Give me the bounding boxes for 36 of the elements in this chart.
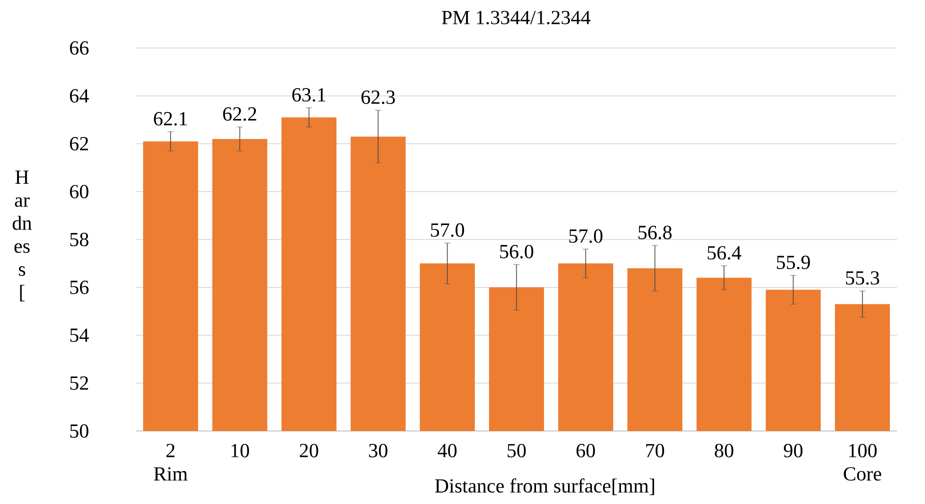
data-label: 56.0 — [500, 244, 534, 258]
data-label: 62.1 — [154, 112, 187, 126]
x-tick-label: 90 — [784, 444, 802, 458]
x-tick-label: 2 — [166, 444, 174, 458]
data-label: 62.3 — [362, 90, 395, 104]
x-tick-label: 40 — [438, 444, 457, 458]
text: Rim — [154, 467, 188, 480]
x-tick-label: 50 — [508, 444, 526, 458]
x-tick-label: 10 — [232, 444, 250, 458]
data-label: 56.8 — [638, 226, 672, 240]
data-label: 62.2 — [223, 107, 256, 121]
x-tick-label: 30 — [369, 444, 388, 458]
y-tick-label: 66 — [70, 41, 89, 55]
y-tick-label: 60 — [70, 184, 88, 198]
y-tick-label: 50 — [70, 424, 88, 438]
x-tick-label: 100 — [849, 444, 877, 458]
x-tick-label: 20 — [300, 444, 318, 458]
x-tick-label: 80 — [714, 444, 734, 458]
y-tick-label: 52 — [70, 376, 88, 390]
x-tick-label: 60 — [576, 444, 595, 458]
chart-title: PM 1.3344/1.2344 — [442, 10, 590, 24]
x-tick-label: 70 — [646, 444, 664, 458]
y-tick-label: 62 — [70, 137, 88, 150]
data-label: 63.1 — [292, 88, 326, 102]
text: Core — [844, 467, 882, 481]
y-tick-label: 56 — [70, 280, 89, 294]
data-label: 56.4 — [708, 246, 742, 260]
y-tick-label: 54 — [70, 328, 89, 342]
y-tick-label: 64 — [70, 89, 89, 103]
x-axis-title: Distance from surface[mm] — [435, 478, 654, 496]
data-label: 57.0 — [430, 223, 464, 237]
data-label: 57.0 — [569, 229, 602, 243]
data-label: 55.3 — [846, 271, 880, 285]
data-label: 55.9 — [776, 256, 810, 270]
y-axis-title: H ar dn es s [ — [12, 170, 32, 302]
y-tick-label: 58 — [70, 232, 88, 246]
